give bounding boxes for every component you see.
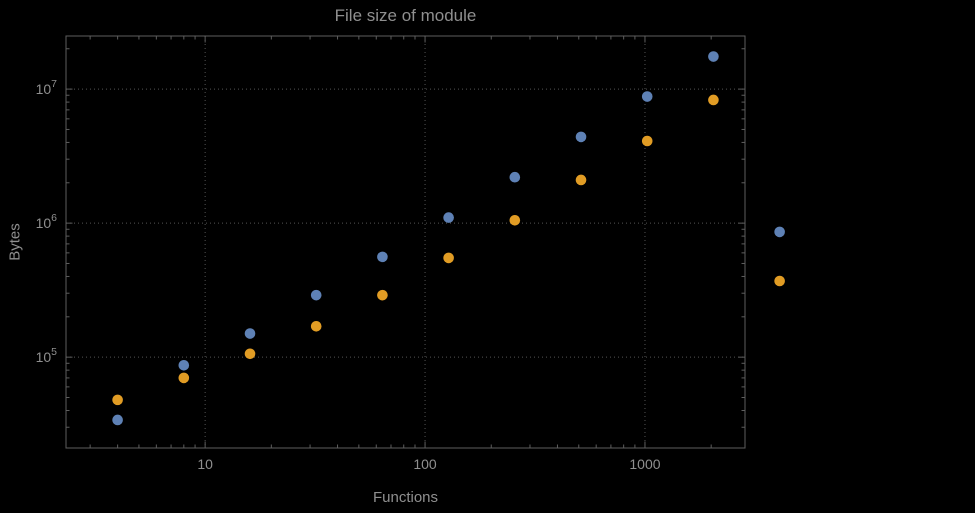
data-point-series-2-orange [443, 252, 454, 264]
plot-frame [65, 35, 746, 449]
data-point-series-2-orange [244, 348, 256, 360]
data-point-series-2-orange [112, 394, 123, 406]
chart-title: File size of module [334, 6, 477, 25]
y-tick-label: 106 [36, 212, 58, 231]
data-point-series-2-orange [377, 289, 388, 301]
data-point-series-1-blue [774, 226, 785, 238]
data-point-series-2-orange [708, 94, 719, 106]
x-tick-label: 100 [413, 456, 437, 472]
data-point-series-2-orange [774, 275, 785, 287]
data-point-series-2-orange [641, 135, 653, 147]
data-point-series-1-blue [112, 414, 123, 426]
data-point-series-2-orange [509, 214, 521, 226]
data-point-series-1-blue [509, 171, 521, 183]
data-point-series-2-orange [310, 320, 322, 332]
data-point-series-1-blue [178, 359, 190, 371]
x-tick-label: 1000 [629, 456, 660, 472]
data-point-series-1-blue [708, 51, 719, 62]
x-tick-label: 10 [197, 456, 213, 472]
y-tick-label: 105 [36, 346, 58, 365]
data-point-series-1-blue [377, 251, 388, 263]
data-point-series-1-blue [310, 289, 322, 301]
y-tick-label: 107 [36, 78, 58, 97]
y-axis-label: Bytes [6, 223, 24, 261]
data-point-series-1-blue [443, 212, 454, 223]
data-point-series-2-orange [178, 372, 190, 384]
data-point-series-2-orange [575, 174, 587, 186]
data-point-series-1-blue [244, 328, 256, 339]
x-axis-label: Functions [372, 489, 439, 506]
data-point-series-1-blue [575, 131, 587, 143]
data-point-series-1-blue [641, 91, 653, 102]
